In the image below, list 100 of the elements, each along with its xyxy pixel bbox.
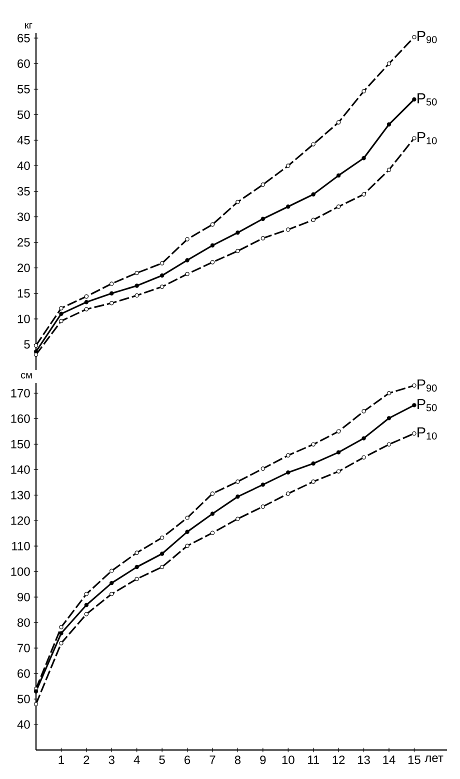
point — [110, 580, 114, 586]
point — [210, 530, 215, 535]
y-tick-label: 20 — [18, 264, 30, 272]
point — [160, 273, 164, 278]
x-tick-label: 7 — [210, 756, 216, 764]
point — [336, 204, 341, 209]
point — [260, 466, 266, 471]
y-tick-label: 10 — [18, 314, 30, 324]
y-tick-label: 170 — [11, 388, 30, 398]
point — [362, 409, 366, 414]
y-tick-label: 50 — [17, 110, 30, 119]
point — [362, 436, 366, 440]
x-tick-label: 11 — [308, 756, 319, 764]
point — [210, 260, 215, 264]
point — [160, 536, 164, 540]
point — [362, 156, 366, 160]
point — [34, 352, 38, 357]
point — [386, 168, 392, 172]
point — [336, 469, 341, 474]
point — [362, 89, 366, 94]
point — [362, 192, 366, 196]
point — [412, 34, 416, 40]
point — [160, 552, 164, 556]
point — [286, 204, 290, 209]
point — [311, 442, 316, 447]
point — [134, 270, 139, 276]
series-label: P$_{10}$ — [418, 132, 437, 144]
point — [110, 592, 114, 596]
point — [311, 218, 316, 222]
point — [110, 568, 114, 573]
series-label: P$_{50}$ — [418, 93, 437, 106]
point — [160, 564, 164, 570]
y-tick-label: 60 — [18, 59, 30, 68]
point — [210, 512, 215, 516]
point — [34, 343, 38, 348]
y-tick-label: 65 — [18, 34, 30, 42]
point — [59, 318, 64, 324]
y-tick-label: 40 — [17, 720, 30, 729]
point — [260, 482, 266, 487]
x-tick-label: 15 — [408, 756, 420, 764]
point — [160, 261, 164, 266]
point — [236, 230, 240, 235]
point — [236, 248, 240, 254]
point — [160, 284, 164, 289]
point — [59, 312, 64, 316]
point — [311, 480, 316, 484]
point — [84, 592, 89, 596]
point — [286, 227, 290, 232]
point — [412, 136, 416, 140]
point — [336, 450, 341, 454]
point — [34, 689, 38, 694]
y-axis-title: см — [21, 372, 32, 378]
y-tick-label: 15 — [18, 289, 30, 298]
point — [134, 293, 139, 298]
point — [84, 307, 89, 312]
x-tick-label: 3 — [108, 756, 114, 764]
series-label: P$_{50}$ — [418, 399, 437, 412]
x-tick-label: 13 — [358, 756, 370, 764]
point — [412, 97, 416, 102]
y-tick-label: 5 — [24, 340, 30, 349]
y-tick-label: 25 — [18, 238, 30, 247]
point — [260, 216, 266, 221]
point — [110, 282, 114, 286]
point — [236, 516, 240, 521]
series-label: P$_{90}$ — [418, 379, 437, 392]
series-label: P$_{10}$ — [418, 427, 437, 440]
point — [386, 391, 392, 396]
point — [59, 641, 64, 646]
point — [286, 164, 290, 168]
point — [210, 222, 215, 227]
point — [134, 576, 139, 582]
x-tick-label: 4 — [134, 756, 140, 764]
point — [286, 470, 290, 475]
y-tick-label: 60 — [18, 669, 30, 678]
point — [84, 602, 89, 608]
x-tick-label: 2 — [84, 756, 90, 764]
point — [236, 480, 240, 484]
point — [362, 455, 366, 460]
x-tick-label: 10 — [282, 756, 294, 764]
point — [84, 294, 89, 299]
x-tick-label: 12 — [332, 756, 345, 764]
point — [260, 504, 266, 509]
point — [260, 236, 266, 240]
point — [311, 461, 316, 466]
point — [336, 173, 341, 178]
point — [236, 200, 240, 204]
point — [260, 182, 266, 187]
y-tick-label: 30 — [17, 212, 30, 222]
point — [336, 429, 341, 434]
x-axis-title: лет — [424, 756, 444, 762]
x-tick-label: 14 — [383, 756, 396, 764]
point — [286, 453, 290, 458]
point — [134, 550, 139, 555]
point — [185, 272, 190, 276]
point — [134, 564, 139, 570]
x-tick-label: 5 — [159, 756, 165, 764]
point — [34, 702, 38, 706]
point — [210, 243, 215, 248]
x-tick-label: 9 — [260, 756, 266, 764]
y-tick-label: 90 — [18, 592, 30, 602]
